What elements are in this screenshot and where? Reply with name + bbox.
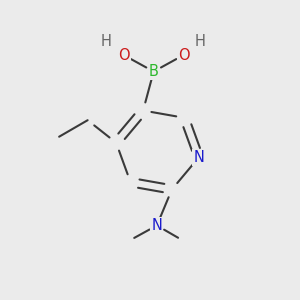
Text: H: H (195, 34, 206, 49)
Text: O: O (178, 47, 189, 62)
Text: N: N (194, 150, 204, 165)
Text: H: H (101, 34, 112, 49)
Text: B: B (149, 64, 159, 79)
Text: N: N (152, 218, 162, 233)
Text: O: O (118, 47, 129, 62)
